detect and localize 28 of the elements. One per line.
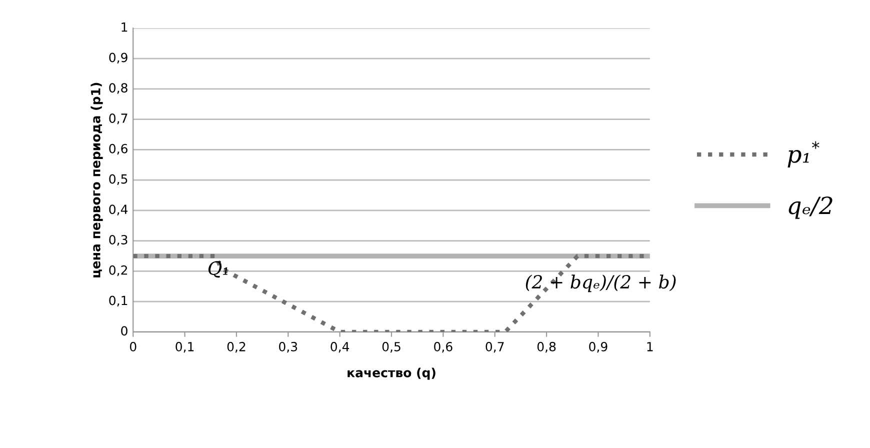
y-tick-label: 0,4 [109, 204, 128, 216]
x-tick-label: 0,1 [176, 342, 194, 353]
x-tick-label: 0,8 [537, 342, 556, 353]
y-tick-label: 0,5 [109, 174, 128, 185]
y-tick-label: 0 [121, 326, 128, 336]
x-tick-label: 0,7 [486, 342, 504, 353]
y-axis-title: цена первого периода (p1) [90, 82, 103, 278]
annotation: (2 + bqₑ)/(2 + b) [526, 274, 676, 292]
x-tick-label: 0,2 [227, 342, 246, 353]
annotation: Q̄₁ [208, 261, 228, 278]
x-tick-label: 0,3 [279, 342, 298, 353]
x-tick-label: 0,9 [589, 342, 608, 353]
y-tick-label: 0,6 [109, 144, 128, 155]
legend-label: p₁$^{*}$ [788, 141, 820, 168]
x-tick-label: 0 [130, 342, 136, 352]
y-tick-label: 1 [122, 22, 128, 32]
x-axis-title: качество (q) [348, 368, 436, 380]
x-tick-label: 0,4 [330, 342, 350, 353]
y-tick-label: 0,2 [109, 265, 127, 276]
y-tick-label: 0,9 [109, 52, 128, 64]
x-tick-label: 0,5 [382, 342, 400, 353]
y-tick-label: 0,7 [109, 114, 128, 124]
legend-label: qₑ/2 [788, 196, 832, 219]
x-tick-label: 0,6 [434, 342, 452, 353]
x-tick-label: 1 [647, 342, 653, 352]
y-tick-label: 0,3 [109, 235, 128, 246]
y-tick-label: 0,8 [109, 83, 128, 94]
y-tick-label: 0,1 [109, 296, 128, 306]
